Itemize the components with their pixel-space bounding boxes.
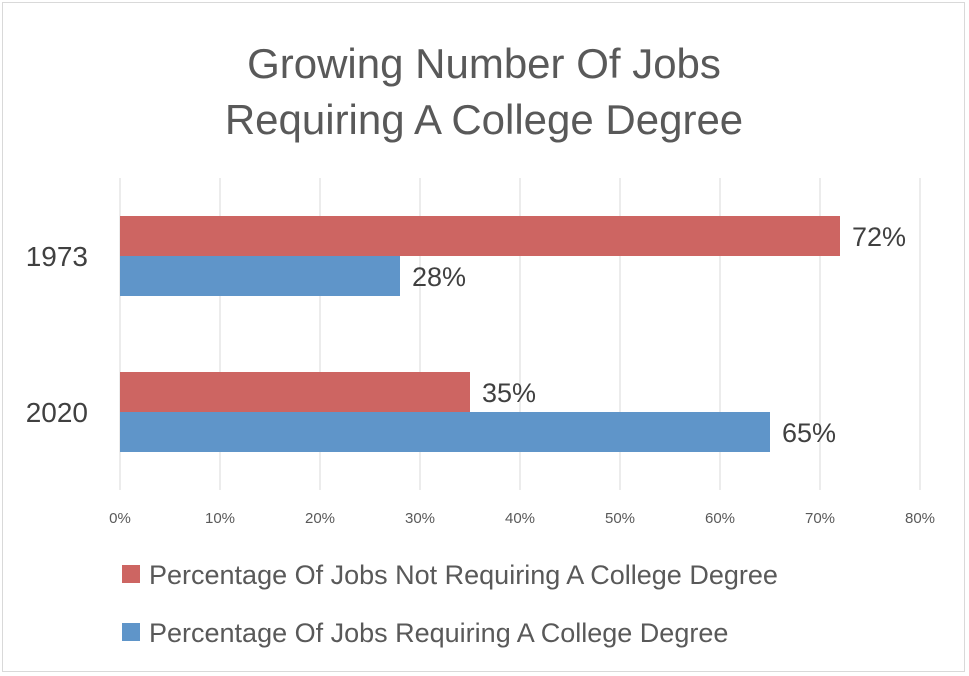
x-tick-label: 10% [205,510,235,527]
data-label: 28% [412,262,466,292]
bars [120,216,840,452]
data-label: 72% [852,222,906,252]
bar-1973-series-0 [120,216,840,256]
x-tick-labels: 0% 10% 20% 30% 40% 50% 60% 70% 80% [109,510,935,527]
x-tick-label: 40% [505,510,535,527]
x-tick-label: 50% [605,510,635,527]
x-tick-label: 20% [305,510,335,527]
bar-2020-series-0 [120,372,470,412]
bar-2020-series-1 [120,412,770,452]
legend-swatch [122,565,140,583]
x-tick-label: 80% [905,510,935,527]
x-tick-label: 30% [405,510,435,527]
data-label: 65% [782,418,836,448]
chart-title-line-2: Requiring A College Degree [225,96,743,143]
category-label: 2020 [26,397,88,428]
bar-1973-series-1 [120,256,400,296]
category-label: 1973 [26,241,88,272]
legend-swatch [122,623,140,641]
data-label: 35% [482,378,536,408]
category-labels: 1973 2020 [26,241,88,428]
x-tick-label: 60% [705,510,735,527]
x-tick-label: 70% [805,510,835,527]
legend-label: Percentage Of Jobs Not Requiring A Colle… [149,560,778,590]
x-tick-label: 0% [109,510,131,527]
data-labels: 72% 28% 35% 65% [412,222,906,448]
chart-title-line-1: Growing Number Of Jobs [247,40,721,87]
legend-label: Percentage Of Jobs Requiring A College D… [149,618,728,648]
legend: Percentage Of Jobs Not Requiring A Colle… [122,560,778,648]
